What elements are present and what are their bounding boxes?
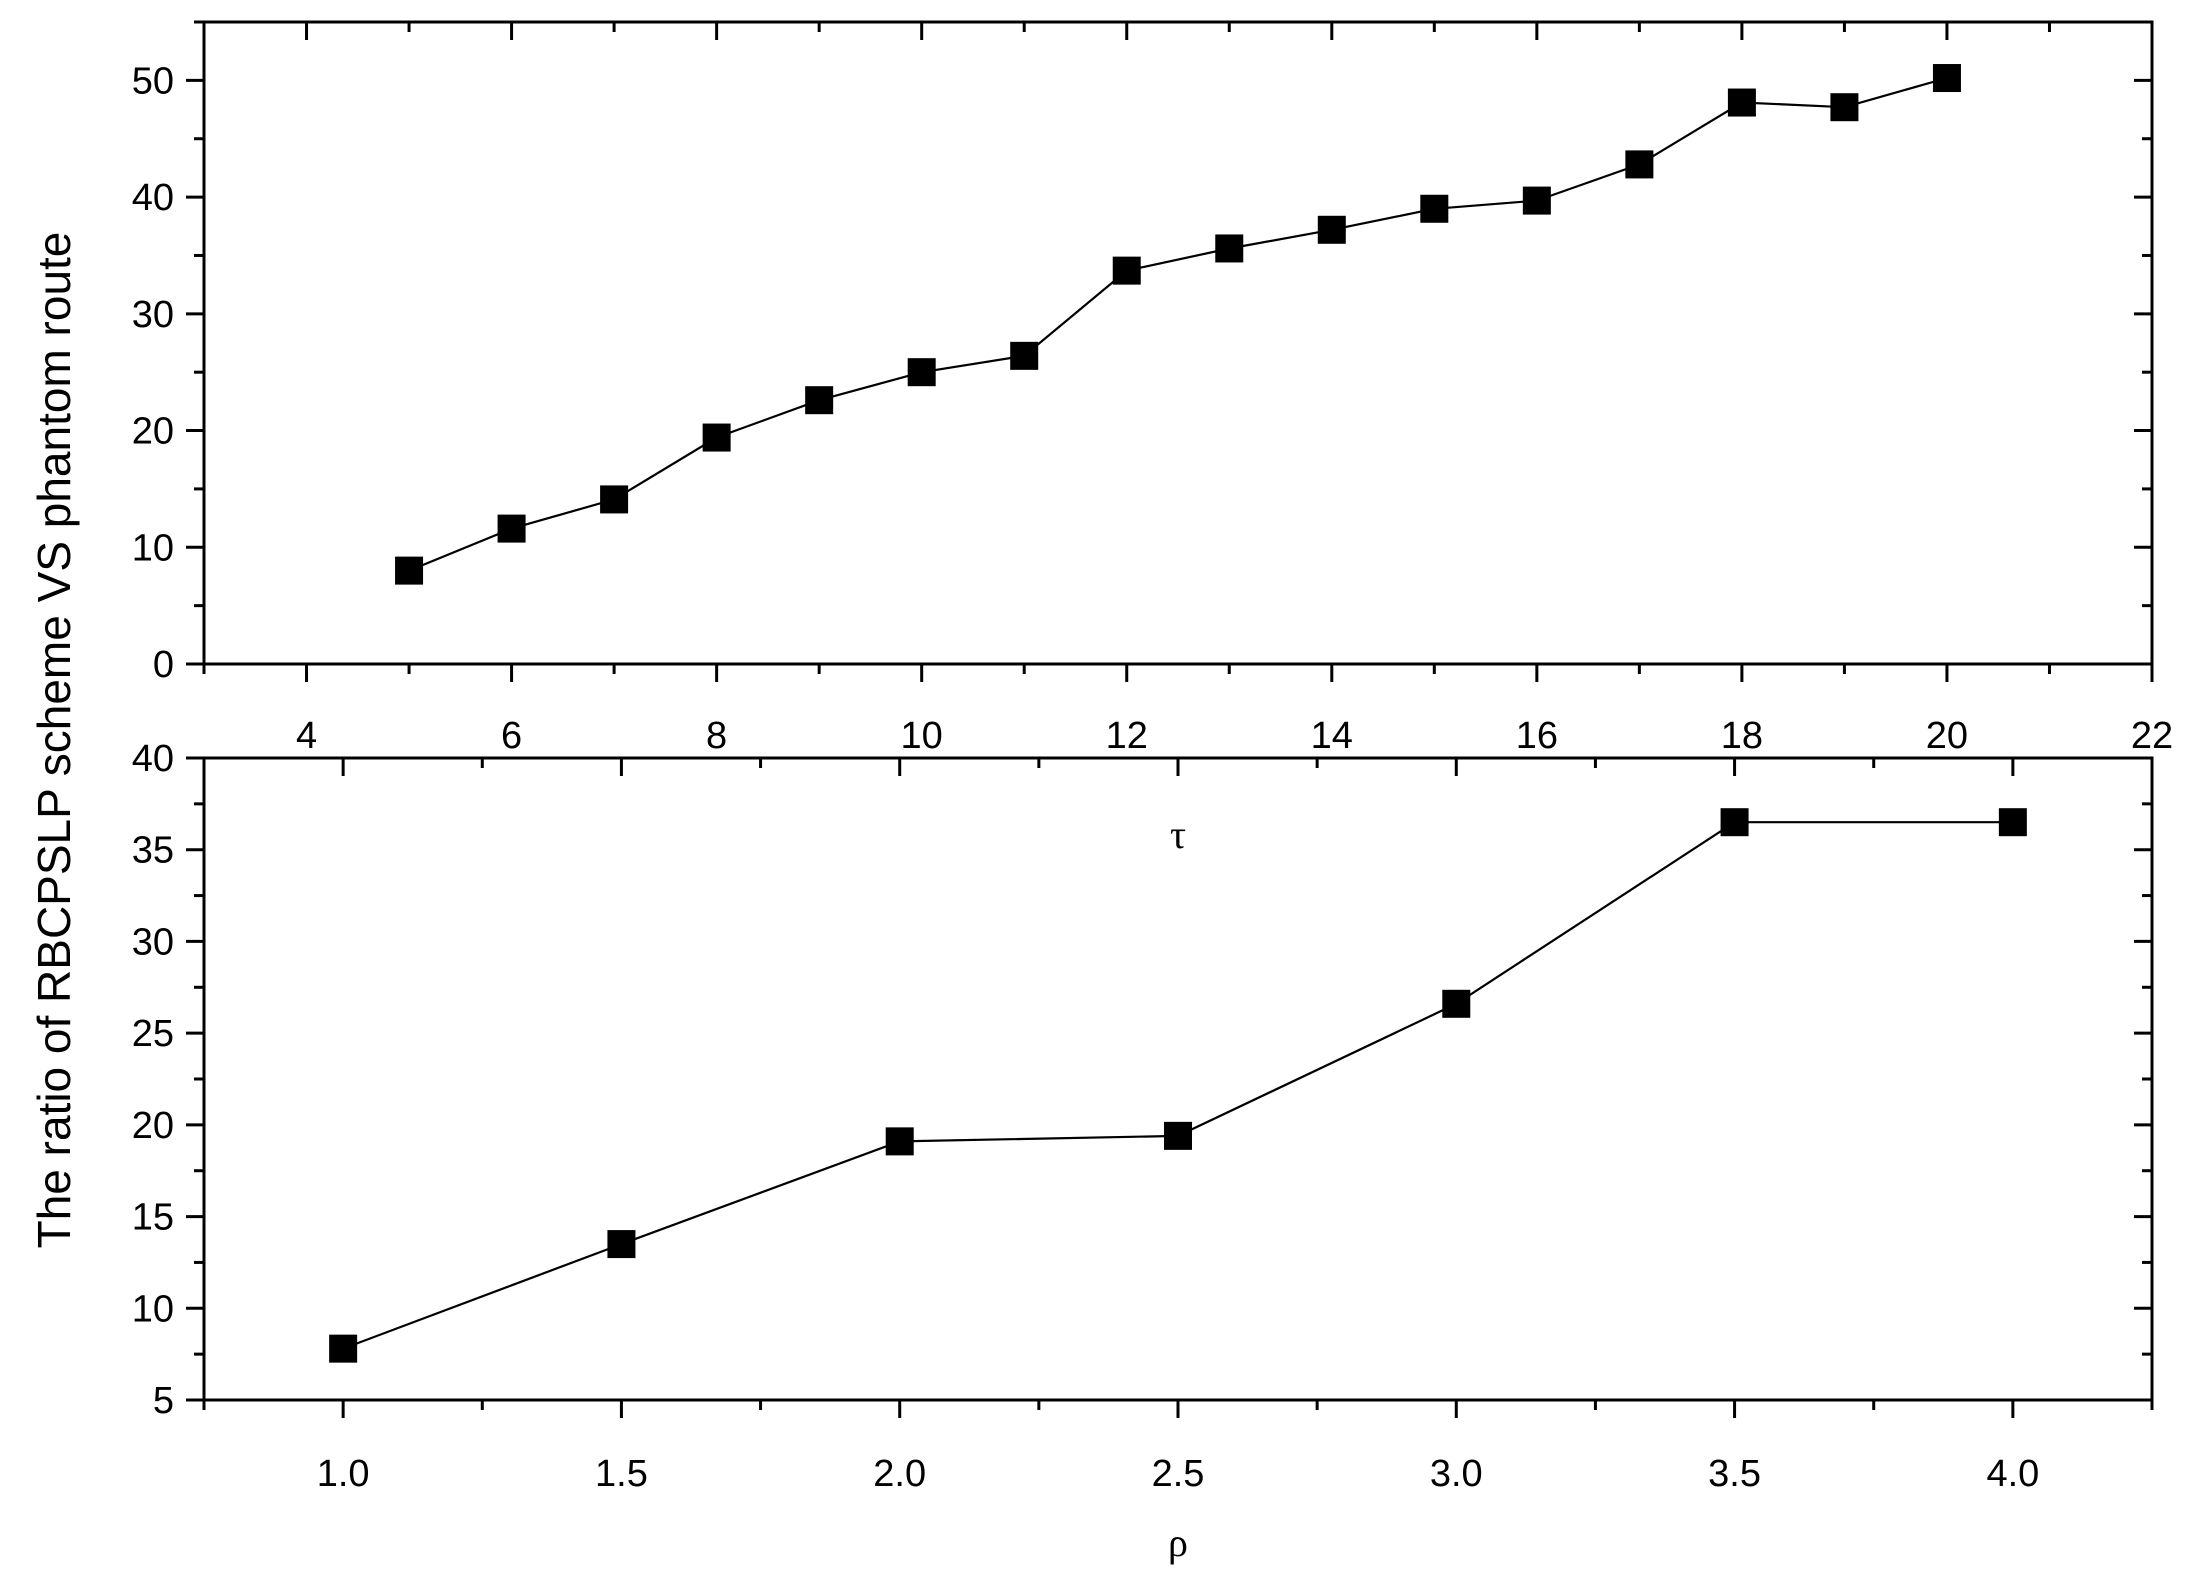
bottom-x-tick-label: 3.0 bbox=[1430, 1453, 1483, 1495]
top-data-point bbox=[1830, 93, 1859, 122]
top-data-point bbox=[1522, 186, 1551, 215]
top-x-tick-label: 12 bbox=[1106, 715, 1148, 757]
bottom-x-tick-label: 2.5 bbox=[1152, 1453, 1205, 1495]
top-data-point bbox=[1112, 256, 1141, 285]
top-data-point bbox=[600, 485, 629, 514]
top-x-tick-label: 20 bbox=[1926, 715, 1968, 757]
top-data-point bbox=[1010, 341, 1039, 370]
bottom-y-tick-label: 10 bbox=[132, 1288, 174, 1330]
bottom-data-point bbox=[1720, 808, 1749, 837]
bottom-y-tick-label: 35 bbox=[132, 830, 174, 872]
bottom-y-tick-label: 40 bbox=[132, 738, 174, 780]
top-x-tick-label: 16 bbox=[1516, 715, 1558, 757]
top-data-point bbox=[497, 514, 526, 543]
top-y-tick-label: 20 bbox=[132, 411, 174, 453]
top-x-tick-label: 18 bbox=[1721, 715, 1763, 757]
top-x-axis-title: τ bbox=[1170, 812, 1186, 857]
bottom-x-tick-label: 2.0 bbox=[873, 1453, 926, 1495]
bottom-data-point bbox=[1164, 1121, 1192, 1150]
top-x-tick-label: 14 bbox=[1311, 715, 1353, 757]
top-data-point bbox=[1317, 215, 1346, 244]
top-data-point bbox=[1420, 194, 1449, 223]
bottom-y-tick-label: 20 bbox=[132, 1105, 174, 1147]
top-x-tick-label: 10 bbox=[901, 715, 943, 757]
top-x-tick-label: 22 bbox=[2131, 715, 2173, 757]
bottom-y-tick-label: 15 bbox=[132, 1197, 174, 1239]
top-data-point bbox=[1932, 64, 1961, 93]
top-data-point bbox=[1625, 150, 1654, 179]
bottom-y-tick-label: 5 bbox=[153, 1380, 174, 1422]
bottom-data-point bbox=[1442, 989, 1471, 1018]
bottom-data-point bbox=[329, 1334, 358, 1363]
bottom-series-line bbox=[342, 821, 2013, 1350]
top-y-tick-label: 40 bbox=[132, 177, 174, 219]
top-data-point bbox=[702, 423, 731, 452]
top-data-point bbox=[395, 556, 424, 585]
bottom-data-point bbox=[885, 1127, 914, 1156]
top-data-point bbox=[1727, 88, 1756, 117]
bottom-data-point bbox=[1998, 808, 2027, 837]
y-axis-label: The ratio of RBCPSLP scheme VS phantom r… bbox=[28, 232, 80, 1249]
top-series-line bbox=[408, 76, 1948, 572]
top-data-point bbox=[1215, 234, 1244, 263]
top-y-tick-label: 30 bbox=[132, 294, 174, 336]
bottom-data-point bbox=[607, 1230, 636, 1259]
bottom-y-tick-label: 30 bbox=[132, 921, 174, 963]
top-plot-frame bbox=[202, 20, 2154, 666]
top-y-tick-label: 0 bbox=[153, 644, 174, 686]
top-chart: 4 6 8 10 12 14 16 18 20 22 0 10 20 30 40 50 τ bbox=[132, 20, 2173, 857]
top-x-tick-label: 8 bbox=[706, 715, 727, 757]
bottom-chart: 1.0 1.5 2.0 2.5 3.0 3.5 4.0 5 10 15 20 25 30 35 40 ρ bbox=[132, 738, 2154, 1565]
bottom-y-tick-label: 25 bbox=[132, 1013, 174, 1055]
top-data-point bbox=[805, 386, 834, 415]
top-data-point bbox=[907, 358, 936, 387]
bottom-x-tick-label: 1.0 bbox=[317, 1453, 370, 1495]
bottom-x-tick-label: 3.5 bbox=[1708, 1453, 1761, 1495]
bottom-x-tick-label: 4.0 bbox=[1986, 1453, 2039, 1495]
top-y-tick-label: 50 bbox=[132, 60, 174, 102]
top-x-tick-label: 6 bbox=[501, 715, 522, 757]
bottom-x-axis-title: ρ bbox=[1168, 1520, 1188, 1565]
top-x-tick-label: 4 bbox=[296, 715, 317, 757]
top-y-tick-label: 10 bbox=[132, 527, 174, 569]
bottom-x-tick-label: 1.5 bbox=[595, 1453, 648, 1495]
